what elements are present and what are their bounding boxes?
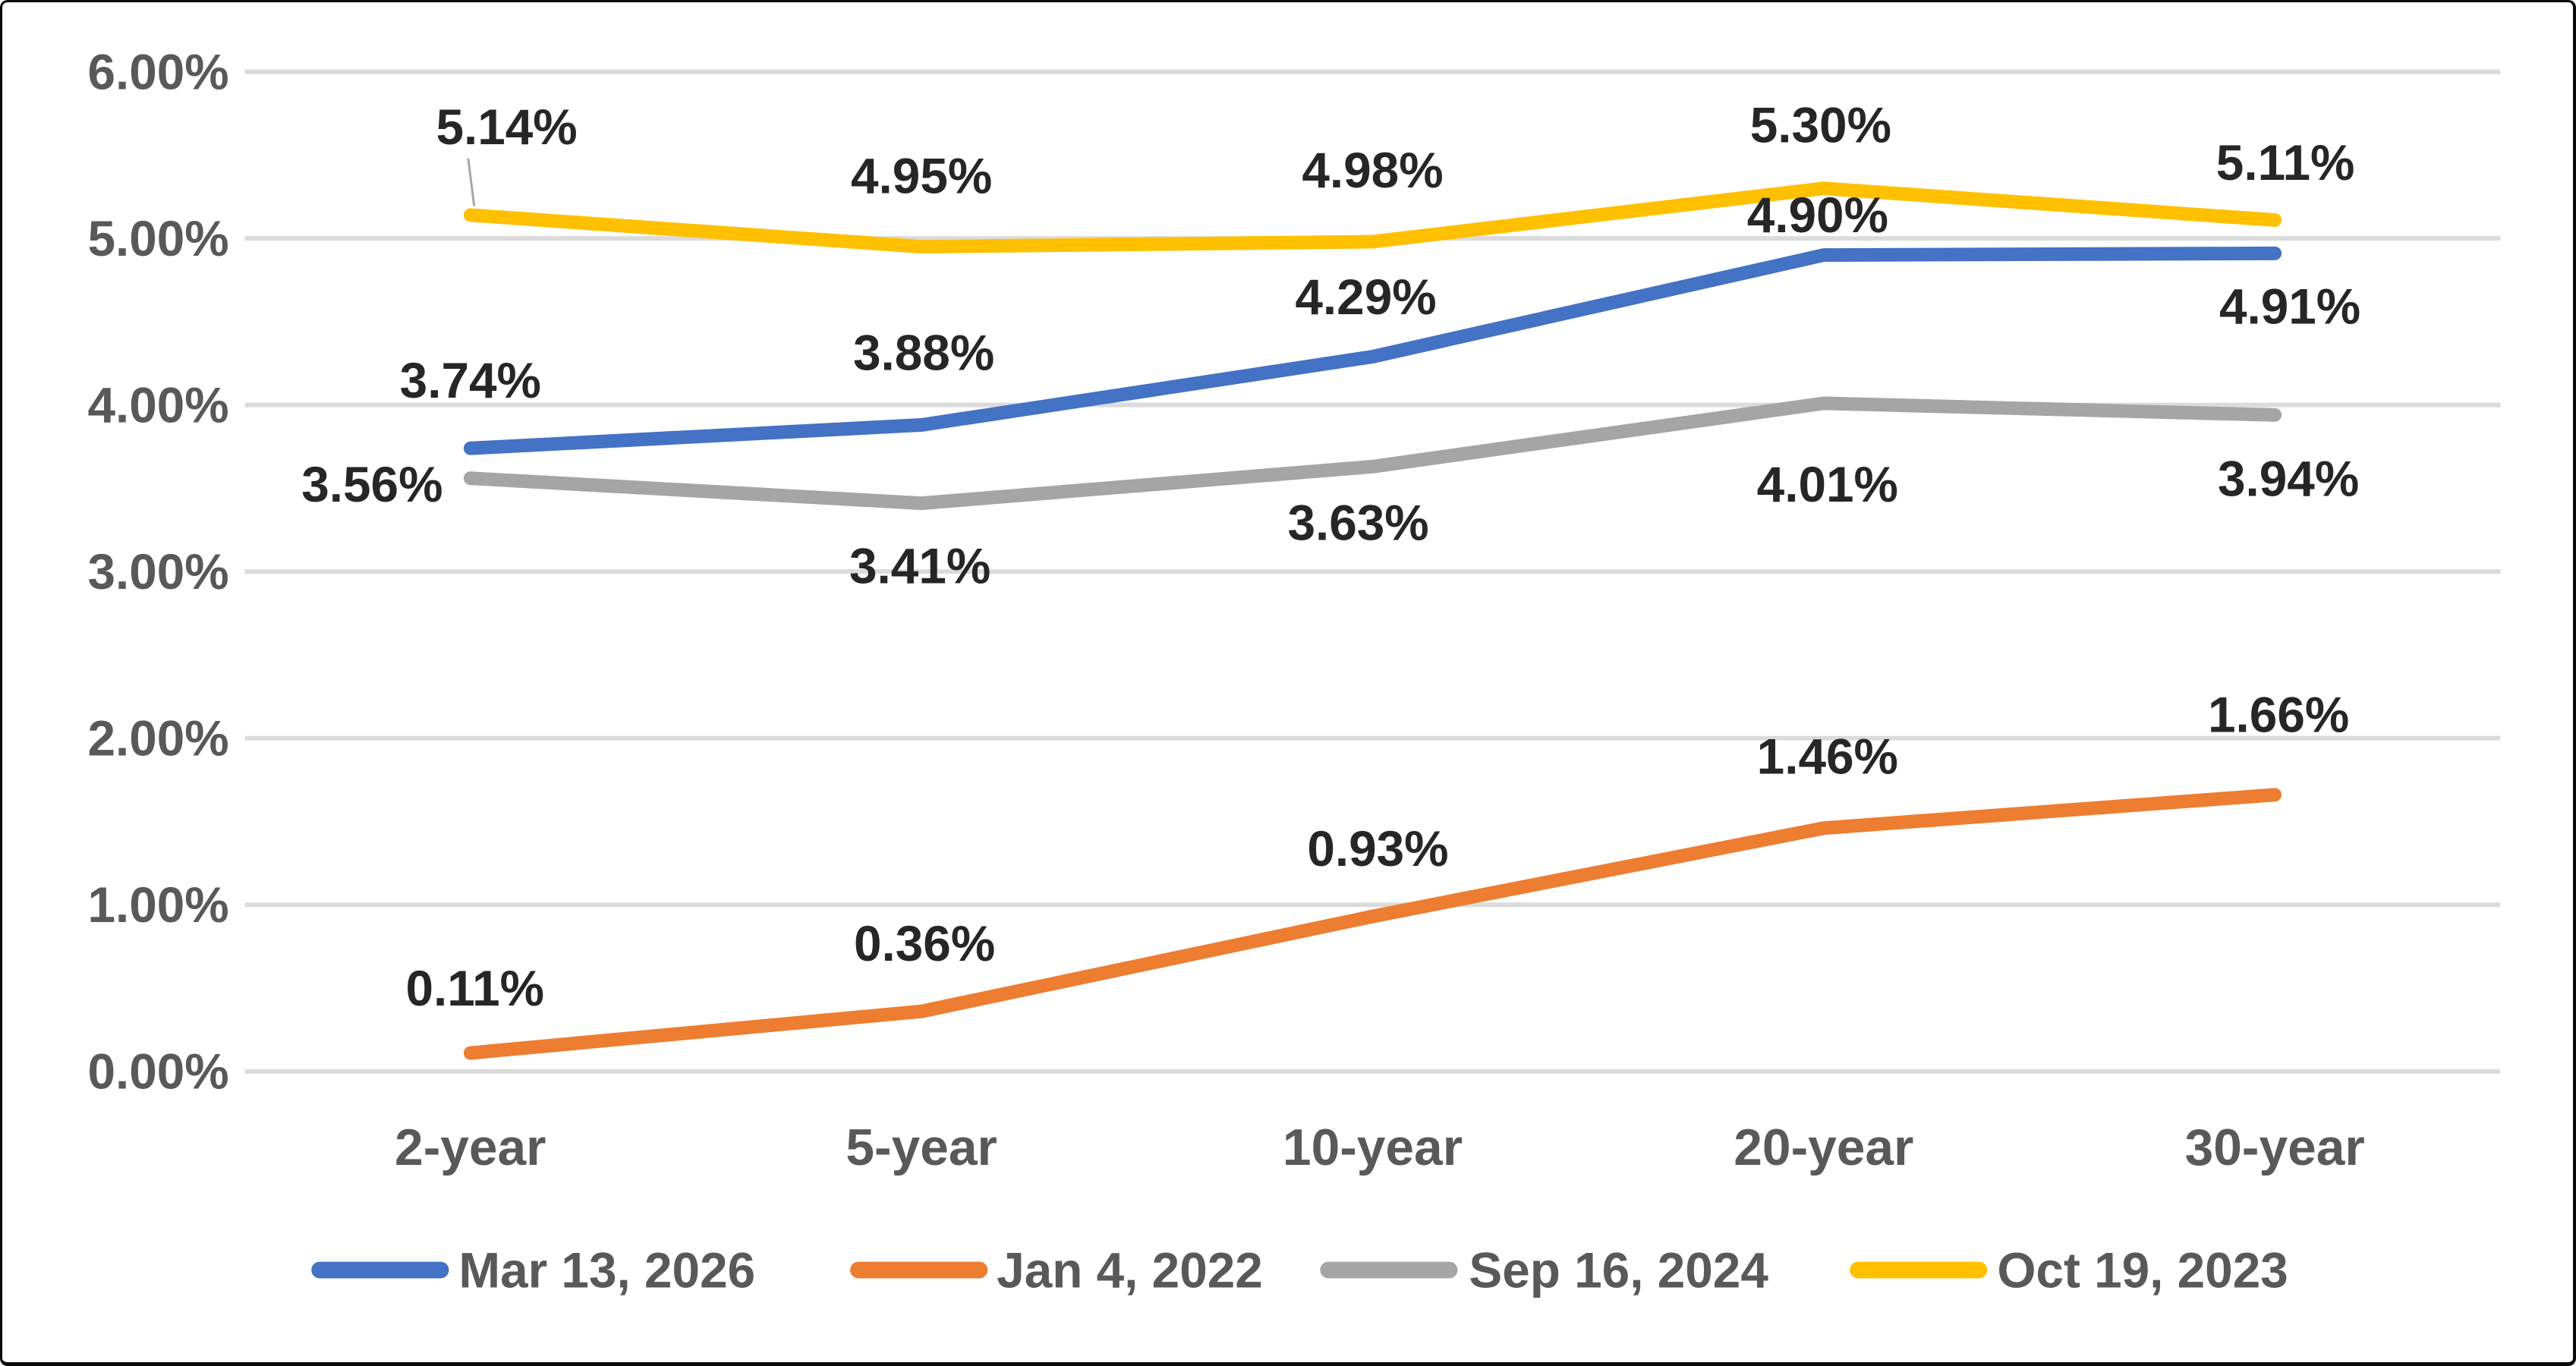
data-label: 0.36% [854,916,995,971]
data-label: 5.11% [2216,135,2355,190]
data-label: 4.95% [851,148,992,203]
x-axis-labels: 2-year 5-year 10-year 20-year 30-year [395,1119,2365,1176]
data-label: 3.63% [1287,495,1428,550]
legend-swatch [311,1261,449,1279]
series-line-2 [463,396,2282,511]
data-label: 1.66% [2208,688,2349,743]
legend-label: Mar 13, 2026 [458,1242,755,1298]
x-axis-label: 10-year [1283,1119,1463,1176]
data-label: 5.30% [1750,98,1891,153]
data-label: 4.90% [1747,187,1888,243]
legend: Mar 13, 2026 Jan 4, 2022 Sep 16, 2024 Oct 1… [311,1242,2288,1298]
data-labels: 3.74% 3.88% 4.29% 4.90% 4.91% 0.11% 0.36% 0.93%… [301,98,2360,1016]
legend-label: Sep 16, 2024 [1469,1242,1768,1298]
legend-item: Sep 16, 2024 [1320,1242,1768,1298]
label-leader-line [467,158,476,206]
y-axis-tick-label: 5.00% [87,211,228,266]
x-axis-label: 20-year [1734,1119,1913,1176]
x-axis-label: 30-year [2185,1119,2365,1176]
series-line-1 [463,788,2282,1060]
legend-swatch [1850,1261,1988,1279]
data-label: 3.41% [849,539,990,594]
label-leader-lines [467,158,476,206]
data-label: 0.11% [405,961,544,1016]
y-axis-tick-label: 1.00% [87,877,228,933]
x-axis-label: 2-year [395,1119,546,1176]
data-label: 5.14% [436,99,577,155]
series-line-3 [463,181,2282,254]
data-label: 4.29% [1295,269,1436,325]
y-axis-tick-label: 3.00% [87,544,228,600]
data-label: 4.91% [2219,279,2360,334]
data-label: 3.56% [301,457,442,512]
data-label: 3.88% [853,325,994,380]
y-axis-tick-label: 0.00% [87,1044,228,1100]
x-axis-label: 5-year [846,1119,997,1176]
data-label: 4.98% [1302,143,1443,198]
legend-item: Oct 19, 2023 [1850,1242,2288,1298]
data-label: 3.74% [400,353,541,408]
legend-swatch [1320,1261,1458,1279]
series-lines [463,181,2282,1060]
y-axis-tick-label: 6.00% [87,44,228,99]
legend-item: Mar 13, 2026 [311,1242,755,1298]
series-line-0 [463,246,2282,455]
y-axis-tick-label: 4.00% [87,378,228,433]
legend-item: Jan 4, 2022 [850,1242,1263,1298]
legend-swatch [850,1261,988,1279]
data-label: 0.93% [1307,821,1448,877]
y-axis-tick-label: 2.00% [87,711,228,766]
data-label: 1.46% [1757,729,1898,785]
legend-label: Jan 4, 2022 [997,1242,1263,1298]
legend-label: Oct 19, 2023 [1997,1242,2288,1298]
data-label: 4.01% [1757,457,1898,512]
y-axis-labels: 0.00% 1.00% 2.00% 3.00% 4.00% 5.00% 6.00% [87,44,228,1099]
data-label: 3.94% [2218,451,2359,506]
